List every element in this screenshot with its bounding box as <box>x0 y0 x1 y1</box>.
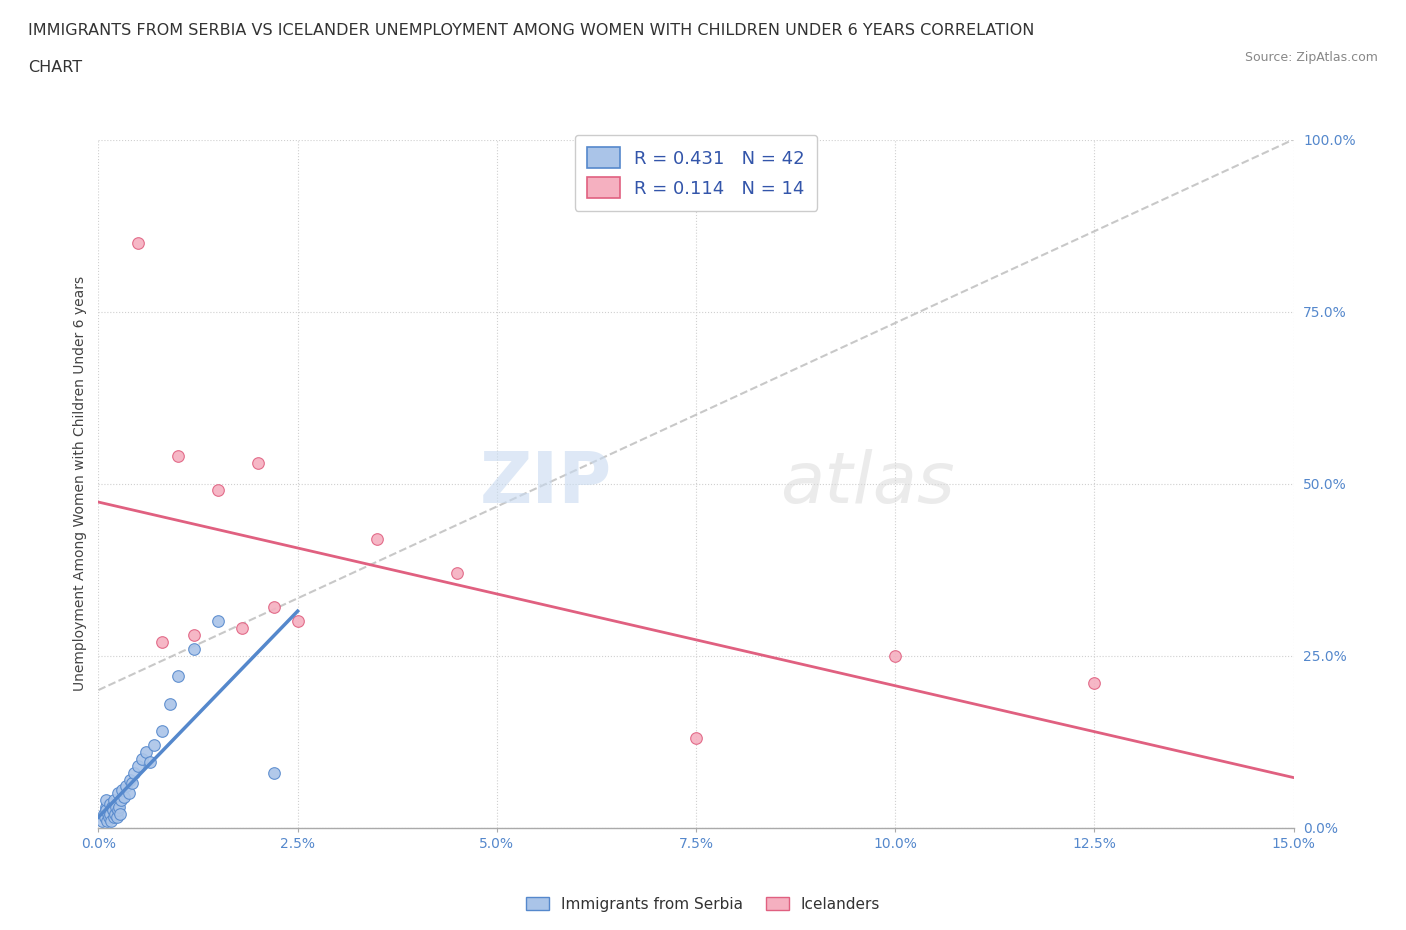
Point <box>150 634 173 649</box>
Point <box>96 804 118 818</box>
Point <box>110 792 132 807</box>
Point <box>139 755 162 770</box>
Point <box>263 765 285 780</box>
Point <box>100 814 122 829</box>
Point <box>103 810 125 825</box>
Point <box>107 804 129 818</box>
Point <box>287 614 309 629</box>
Point <box>207 614 229 629</box>
Text: ZIP: ZIP <box>479 449 613 518</box>
Point <box>118 786 141 801</box>
Point <box>98 796 121 811</box>
Legend: Immigrants from Serbia, Icelanders: Immigrants from Serbia, Icelanders <box>520 890 886 918</box>
Point <box>124 765 146 780</box>
Point <box>103 792 125 807</box>
Point <box>150 724 173 738</box>
Point <box>685 731 707 746</box>
Point <box>167 669 190 684</box>
Text: IMMIGRANTS FROM SERBIA VS ICELANDER UNEMPLOYMENT AMONG WOMEN WITH CHILDREN UNDER: IMMIGRANTS FROM SERBIA VS ICELANDER UNEM… <box>28 23 1035 38</box>
Point <box>1083 676 1105 691</box>
Point <box>127 758 149 773</box>
Point <box>246 456 269 471</box>
Point <box>112 790 135 804</box>
Point <box>127 235 149 250</box>
Point <box>884 648 907 663</box>
Point <box>207 483 229 498</box>
Point <box>121 776 143 790</box>
Point <box>98 806 122 821</box>
Point <box>231 620 253 635</box>
Point <box>120 772 142 787</box>
Text: CHART: CHART <box>28 60 82 75</box>
Text: atlas: atlas <box>779 449 955 518</box>
Point <box>159 697 181 711</box>
Point <box>183 642 205 657</box>
Point <box>94 800 117 815</box>
Point <box>91 814 114 829</box>
Point <box>96 814 118 829</box>
Point <box>183 628 205 643</box>
Point <box>108 800 131 815</box>
Point <box>93 806 115 821</box>
Point <box>101 800 124 815</box>
Point <box>96 792 118 807</box>
Point <box>104 800 127 815</box>
Point <box>94 810 117 825</box>
Point <box>366 531 388 546</box>
Point <box>108 806 131 821</box>
Point <box>446 565 468 580</box>
Point <box>107 786 129 801</box>
Point <box>263 600 285 615</box>
Point <box>131 751 153 766</box>
Point <box>115 779 138 794</box>
Legend: R = 0.431   N = 42, R = 0.114   N = 14: R = 0.431 N = 42, R = 0.114 N = 14 <box>575 135 817 211</box>
Point <box>97 806 120 821</box>
Point <box>167 448 190 463</box>
Point <box>111 782 134 797</box>
Point <box>104 806 127 821</box>
Text: Source: ZipAtlas.com: Source: ZipAtlas.com <box>1244 51 1378 64</box>
Point <box>105 810 128 825</box>
Point <box>101 804 124 818</box>
Point <box>135 745 157 760</box>
Point <box>143 737 166 752</box>
Y-axis label: Unemployment Among Women with Children Under 6 years: Unemployment Among Women with Children U… <box>73 276 87 691</box>
Point <box>97 810 120 825</box>
